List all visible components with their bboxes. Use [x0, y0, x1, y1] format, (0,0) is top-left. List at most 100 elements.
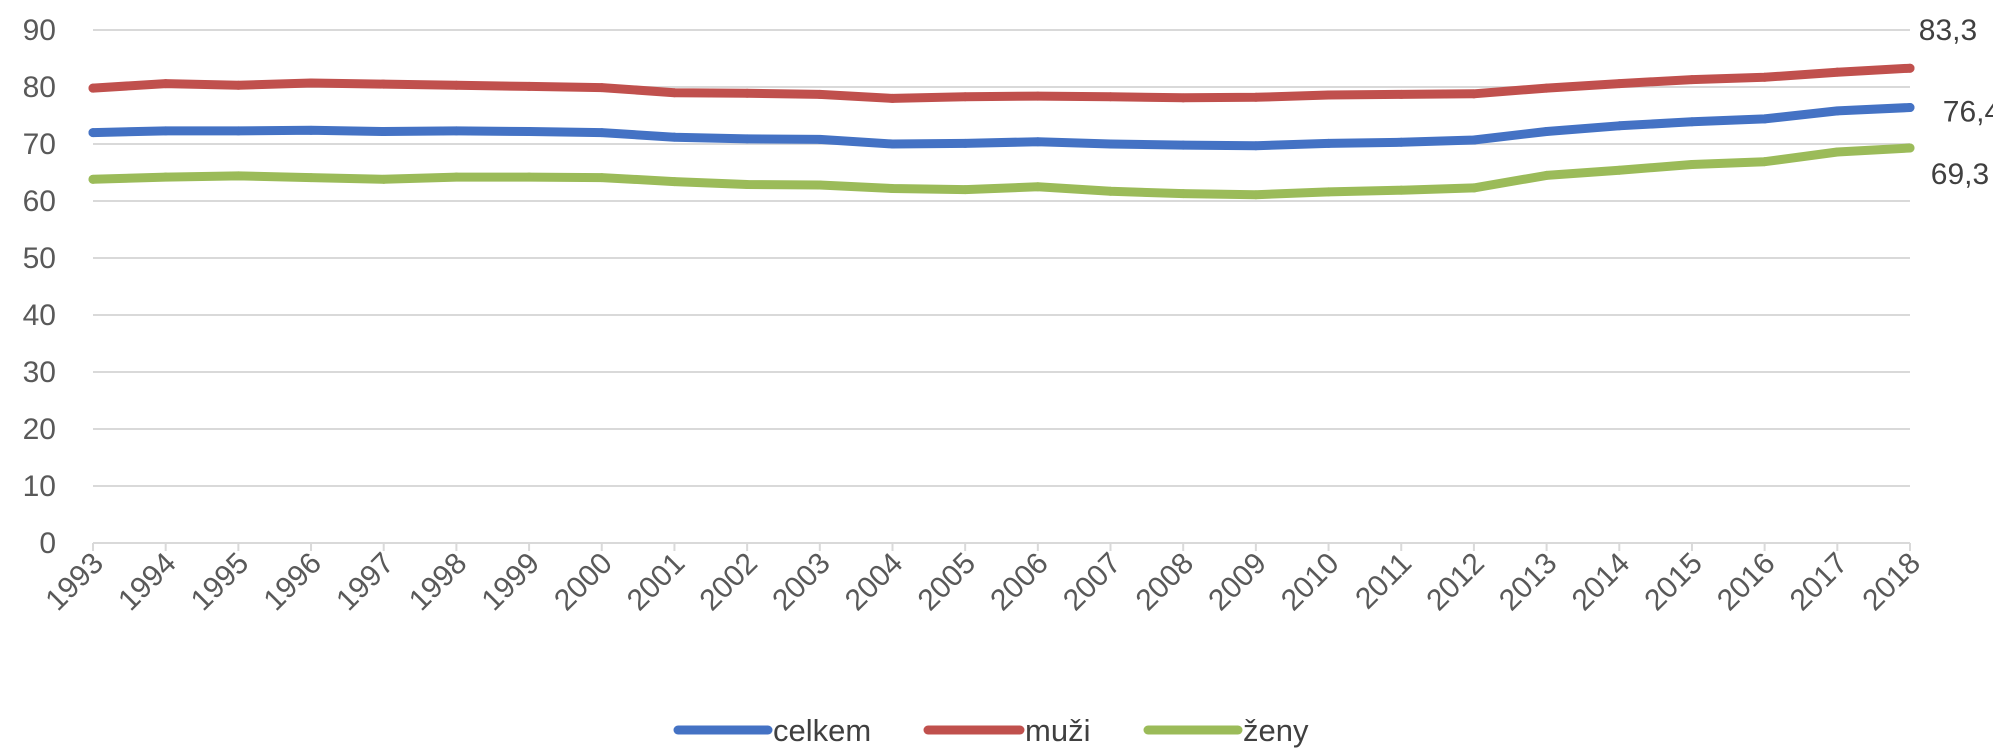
data-point: [306, 78, 316, 88]
legend-item[interactable]: ženy: [1143, 713, 1309, 748]
data-point: [306, 125, 316, 135]
legend-label: celkem: [773, 713, 871, 748]
data-point: [1614, 165, 1624, 175]
x-tick-label: 1996: [257, 547, 328, 618]
data-point: [1760, 157, 1770, 167]
data-point: [1614, 121, 1624, 131]
data-point: [1687, 160, 1697, 170]
data-point: [88, 128, 98, 138]
data-point: [597, 173, 607, 183]
legend-item[interactable]: muži: [923, 713, 1090, 748]
x-tick-label: 2012: [1420, 547, 1491, 618]
x-tick-label: 2007: [1057, 547, 1128, 618]
data-point: [379, 126, 389, 136]
data-point: [1251, 141, 1261, 151]
data-point: [524, 81, 534, 91]
x-tick-label: 2006: [984, 547, 1055, 618]
x-tick-label: 1999: [475, 547, 546, 618]
data-point: [1178, 189, 1188, 199]
x-tick-label: 2016: [1711, 547, 1782, 618]
data-point: [1687, 117, 1697, 127]
data-point: [1542, 83, 1552, 93]
data-point: [815, 134, 825, 144]
data-point: [1106, 186, 1116, 196]
end-value-label: 69,3: [1931, 158, 1989, 191]
data-point: [960, 138, 970, 148]
x-tick-label: 2014: [1566, 547, 1637, 618]
x-tick-label: 1995: [185, 547, 256, 618]
x-tick-label: 1997: [330, 547, 401, 618]
data-point: [161, 79, 171, 89]
y-tick-label: 0: [39, 527, 56, 560]
data-point: [887, 183, 897, 193]
data-point: [1614, 79, 1624, 89]
data-point: [1396, 185, 1406, 195]
data-point: [669, 132, 679, 142]
series-line-2: [88, 143, 1915, 200]
data-point: [1832, 147, 1842, 157]
x-tick-label: 2009: [1202, 547, 1273, 618]
y-tick-label: 70: [23, 128, 56, 161]
data-point: [379, 79, 389, 89]
legend-item[interactable]: celkem: [673, 713, 871, 748]
data-point: [742, 134, 752, 144]
data-point: [451, 172, 461, 182]
data-point: [1905, 63, 1915, 73]
data-point: [1106, 139, 1116, 149]
data-point: [1542, 126, 1552, 136]
data-point: [815, 180, 825, 190]
x-tick-label: 2017: [1784, 547, 1855, 618]
data-point: [306, 173, 316, 183]
x-tick-label: 2008: [1130, 547, 1201, 618]
data-point: [1469, 183, 1479, 193]
data-point: [524, 172, 534, 182]
x-tick-label: 2001: [621, 547, 692, 618]
x-tick-label: 2015: [1638, 547, 1709, 618]
y-tick-label: 50: [23, 242, 56, 275]
data-point: [1542, 170, 1552, 180]
data-point: [1687, 75, 1697, 85]
data-point: [1396, 137, 1406, 147]
data-point: [233, 80, 243, 90]
end-labels: 76,4 83,3 69,3: [1919, 14, 1993, 191]
data-point: [887, 139, 897, 149]
x-tick-label: 2010: [1275, 547, 1346, 618]
data-point: [233, 171, 243, 181]
data-point: [1178, 93, 1188, 103]
legend-label: ženy: [1243, 713, 1309, 748]
end-value-label: 76,4: [1943, 96, 1993, 129]
legend[interactable]: celkem muži ženy: [673, 713, 1309, 748]
data-point: [1905, 103, 1915, 113]
y-tick-label: 90: [23, 14, 56, 47]
data-point: [1033, 182, 1043, 192]
data-point: [1106, 92, 1116, 102]
legend-label: muži: [1025, 713, 1090, 748]
data-point: [669, 177, 679, 187]
data-point: [1033, 91, 1043, 101]
gridlines: [93, 29, 1910, 544]
data-point: [1469, 135, 1479, 145]
series-line-0: [88, 103, 1915, 151]
data-point: [161, 126, 171, 136]
data-point: [742, 88, 752, 98]
y-tick-label: 40: [23, 299, 56, 332]
data-point: [1760, 114, 1770, 124]
data-point: [669, 88, 679, 98]
data-point: [815, 89, 825, 99]
series-line-1: [88, 63, 1915, 103]
data-point: [960, 185, 970, 195]
data-point: [88, 174, 98, 184]
data-point: [1760, 72, 1770, 82]
data-point: [1832, 67, 1842, 77]
x-tick-label: 2011: [1349, 547, 1418, 616]
x-tick-label: 2013: [1493, 547, 1564, 618]
data-point: [1832, 106, 1842, 116]
data-point: [1178, 140, 1188, 150]
data-point: [1324, 138, 1334, 148]
x-tick-label: 2005: [912, 547, 983, 618]
y-tick-label: 10: [23, 470, 56, 503]
data-point: [233, 126, 243, 136]
x-axis: 1993 1994 1995 1996 1997 1998 1999 2000 2001 2002…: [39, 543, 1927, 617]
